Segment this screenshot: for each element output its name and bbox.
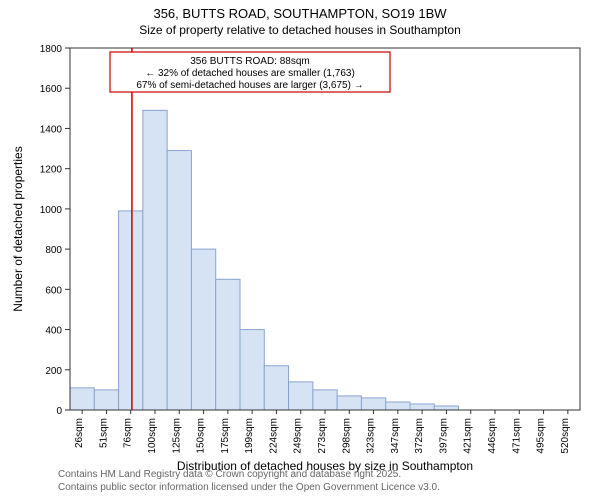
x-tick-label: 224sqm [268,418,279,454]
y-tick-label: 1000 [40,205,63,216]
y-axis-label: Number of detached properties [11,146,25,311]
y-tick-label: 1800 [40,44,63,55]
x-tick-label: 372sqm [414,418,425,454]
histogram-chart: 356, BUTTS ROAD, SOUTHAMPTON, SO19 1BW Si… [0,0,600,500]
chart-container: 356, BUTTS ROAD, SOUTHAMPTON, SO19 1BW Si… [0,0,600,500]
histogram-bar [337,396,361,410]
y-tick-label: 600 [45,285,62,296]
y-tick-label: 1600 [40,84,63,95]
histogram-bar [167,151,191,410]
x-tick-label: 51sqm [98,418,109,448]
histogram-bar [386,402,410,410]
histogram-bar [216,279,240,410]
x-tick-label: 249sqm [293,418,304,454]
attribution-block: Contains HM Land Registry data © Crown c… [58,469,440,494]
histogram-bar [313,390,337,410]
histogram-bar [119,211,143,410]
x-tick-label: 520sqm [560,418,571,454]
y-tick-label: 200 [45,366,62,377]
x-tick-label: 298sqm [341,418,352,454]
y-tick-label: 800 [45,245,62,256]
x-tick-label: 273sqm [317,418,328,454]
x-tick-label: 495sqm [536,418,547,454]
histogram-bar [264,366,288,410]
annotation-line-2: ← 32% of detached houses are smaller (1,… [145,68,355,79]
attribution-line-1: Contains HM Land Registry data © Crown c… [58,469,440,482]
histogram-bar [240,330,264,410]
y-tick-label: 1400 [40,124,63,135]
histogram-bar [434,406,458,410]
x-tick-label: 471sqm [511,418,522,454]
histogram-bar [94,390,118,410]
annotation-line-3: 67% of semi-detached houses are larger (… [136,80,363,91]
chart-title-line2: Size of property relative to detached ho… [139,23,461,37]
x-tick-label: 199sqm [244,418,255,454]
y-tick-label: 400 [45,326,62,337]
x-tick-label: 150sqm [196,418,207,454]
histogram-bar [143,110,167,410]
histogram-bar [70,388,94,410]
chart-title-line1: 356, BUTTS ROAD, SOUTHAMPTON, SO19 1BW [153,6,447,21]
x-tick-label: 76sqm [123,418,134,448]
histogram-bar [191,249,215,410]
y-tick-label: 1200 [40,165,63,176]
x-tick-label: 100sqm [147,418,158,454]
x-tick-label: 26sqm [74,418,85,448]
x-tick-label: 421sqm [463,418,474,454]
histogram-bar [361,398,385,410]
x-tick-label: 125sqm [171,418,182,454]
x-tick-label: 446sqm [487,418,498,454]
histogram-bar [410,404,434,410]
x-tick-label: 347sqm [390,418,401,454]
histogram-bar [289,382,313,410]
attribution-line-2: Contains public sector information licen… [58,482,440,495]
x-tick-label: 397sqm [438,418,449,454]
x-tick-label: 323sqm [366,418,377,454]
annotation-line-1: 356 BUTTS ROAD: 88sqm [190,56,309,67]
x-tick-label: 175sqm [220,418,231,454]
y-tick-label: 0 [56,406,62,417]
